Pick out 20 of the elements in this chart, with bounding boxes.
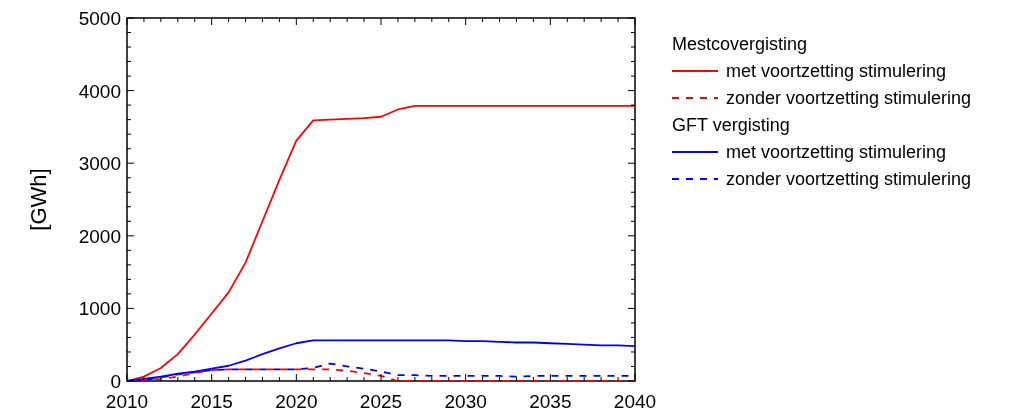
y-axis-title: [GWh]: [26, 168, 51, 231]
y-tick-label: 3000: [78, 153, 121, 175]
x-tick-label: 2015: [190, 391, 233, 412]
x-tick-label: 2020: [275, 391, 318, 412]
legend-label: zonder voortzetting stimulering: [726, 169, 972, 189]
x-tick-label: 2025: [359, 391, 403, 412]
text: GFT vergisting: [672, 115, 790, 135]
text: Mestcovergisting: [672, 34, 808, 54]
legend-label: zonder voortzetting stimulering: [726, 88, 972, 108]
x-tick-label: 2035: [529, 391, 572, 412]
x-tick-label: 2010: [105, 391, 149, 412]
y-tick-label: 0: [110, 371, 121, 392]
legend-label: met voortzetting stimulering: [726, 142, 947, 162]
y-tick-label: 4000: [78, 80, 121, 102]
y-tick-label: 2000: [78, 225, 121, 247]
legend-label: met voortzetting stimulering: [726, 61, 947, 81]
y-tick-label: 1000: [78, 298, 121, 320]
x-tick-label: 2040: [613, 391, 657, 412]
y-tick-label: 5000: [78, 8, 121, 29]
x-tick-label: 2030: [444, 391, 487, 412]
